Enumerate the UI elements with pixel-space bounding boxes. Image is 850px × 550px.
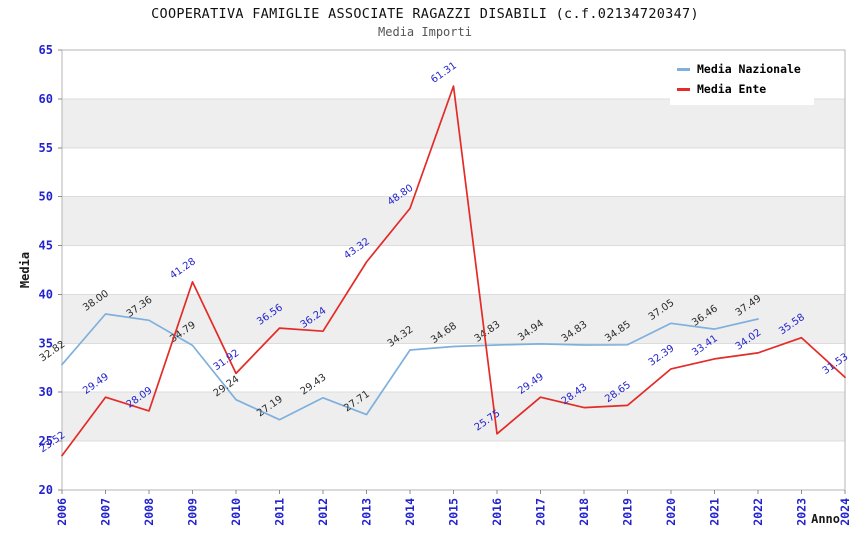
svg-text:65: 65 [39, 43, 53, 57]
x-axis-title: Anno [811, 512, 840, 526]
svg-text:2021: 2021 [708, 498, 722, 526]
svg-text:2020: 2020 [664, 498, 678, 526]
svg-text:2023: 2023 [795, 498, 809, 526]
axis-ticks [58, 49, 846, 494]
series-line-nazionale [61, 313, 759, 421]
svg-text:2006: 2006 [55, 498, 69, 526]
legend-swatch-nazionale-icon [677, 67, 690, 71]
y-axis-title: Media [18, 252, 32, 288]
svg-text:30: 30 [39, 385, 53, 399]
svg-text:2012: 2012 [316, 498, 330, 526]
legend-item-media-nazionale: Media Nazionale [670, 59, 814, 79]
svg-text:2015: 2015 [447, 498, 461, 526]
y-axis-labels: 20 25 30 35 40 45 50 55 60 65 [39, 43, 53, 497]
svg-text:25: 25 [39, 434, 53, 448]
svg-text:40: 40 [39, 287, 53, 301]
svg-text:2024: 2024 [838, 498, 850, 526]
svg-text:45: 45 [39, 239, 53, 253]
svg-text:50: 50 [39, 190, 53, 204]
svg-text:2017: 2017 [534, 498, 548, 526]
svg-text:2014: 2014 [403, 498, 417, 526]
legend-item-media-ente: Media Ente [670, 79, 814, 99]
svg-text:2022: 2022 [751, 498, 765, 526]
svg-text:2007: 2007 [99, 498, 113, 526]
svg-text:2011: 2011 [273, 498, 287, 526]
chart-subtitle: Media Importi [378, 25, 472, 39]
svg-text:2008: 2008 [142, 498, 156, 526]
x-axis-labels: 2006 2007 2008 2009 2010 2011 2012 2013 2014 2015… [55, 498, 850, 526]
chart-title: COOPERATIVA FAMIGLIE ASSOCIATE RAGAZZI D… [151, 6, 699, 22]
svg-text:2009: 2009 [186, 498, 200, 526]
legend-swatch-ente-icon [677, 87, 690, 91]
legend-label-ente: Media Ente [697, 82, 767, 96]
svg-text:2019: 2019 [621, 498, 635, 526]
svg-text:55: 55 [39, 141, 53, 155]
svg-text:2013: 2013 [360, 498, 374, 526]
svg-text:2010: 2010 [229, 498, 243, 526]
svg-text:35: 35 [39, 336, 53, 350]
svg-text:2018: 2018 [577, 498, 591, 526]
legend: Media Nazionale Media Ente [670, 53, 814, 105]
svg-text:60: 60 [39, 92, 53, 106]
svg-text:2016: 2016 [490, 498, 504, 526]
svg-text:20: 20 [39, 483, 53, 497]
legend-label-nazionale: Media Nazionale [697, 62, 801, 76]
series-line-ente [61, 85, 846, 457]
